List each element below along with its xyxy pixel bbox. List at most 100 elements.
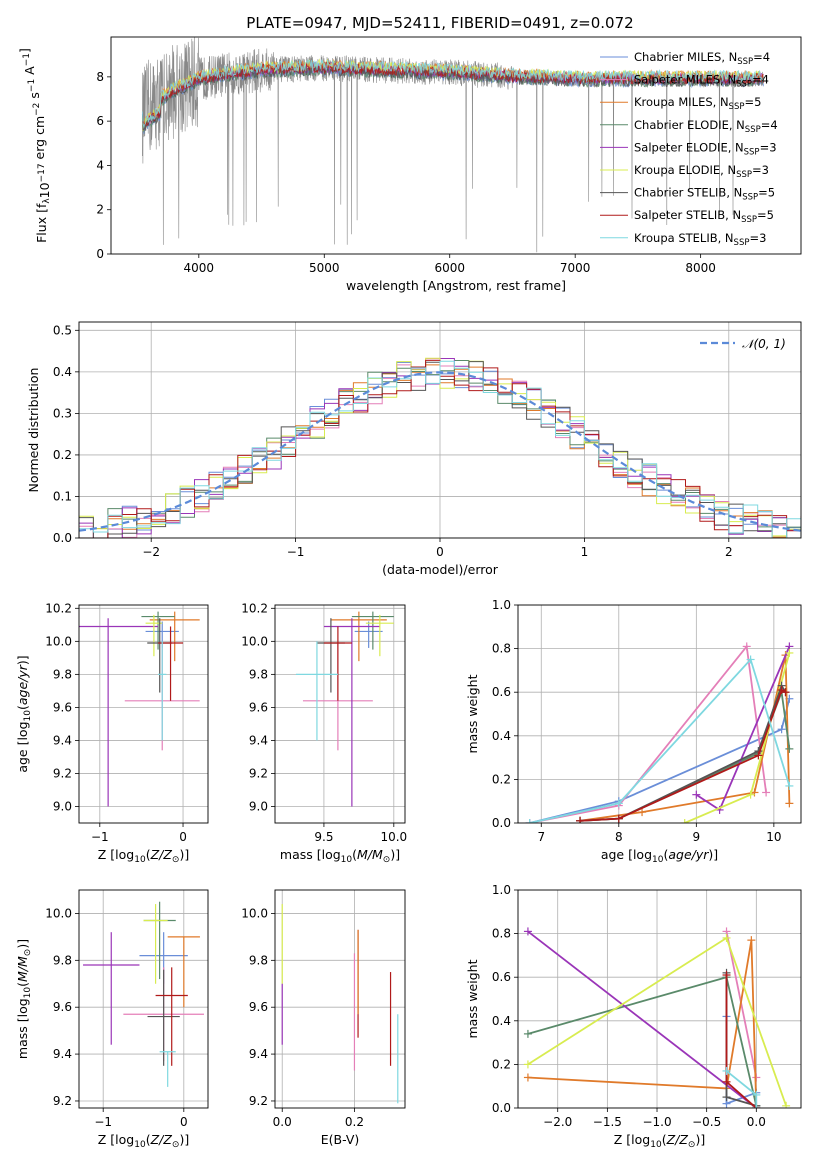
x-tick-label: 10: [766, 830, 781, 844]
panel-spectrum: 4000 5000 6000 7000 8000 0 2 4 6 8 wavelength [Ang…: [17, 36, 802, 293]
x-tick-label: 2: [725, 545, 733, 559]
panel-age_vs_Z: −1 09.09.29.49.69.810.010.2Z [log10(Z/Z⊙)…: [15, 601, 209, 865]
legend-label: Chabrier STELIB, NSSP=5: [634, 186, 775, 203]
weight-line-salpeter_elodie: [695, 646, 791, 812]
x-tick-label: −1.5: [593, 1115, 622, 1129]
y-axis-label-part: )]: [15, 939, 30, 949]
y-axis-label-part: 10: [37, 182, 52, 198]
weight-line-kroupa_miles: [527, 939, 758, 1108]
y-axis-label-part: −1: [22, 53, 32, 66]
x-axis-label-part: Z/Z: [666, 1132, 689, 1147]
y-tick-label: 0.4: [492, 729, 511, 743]
legend-label-part: SSP: [736, 170, 752, 180]
x-axis-label: Z [log10(Z/Z⊙)]: [614, 1132, 705, 1150]
y-tick-label: 9.2: [53, 1094, 72, 1108]
x-tick-label: 5000: [309, 261, 340, 275]
y-tick-label: 10.0: [45, 634, 72, 648]
y-tick-label: 10.2: [241, 601, 268, 615]
y-axis-label-part: 10: [23, 710, 33, 722]
x-axis-label-part: (: [146, 847, 151, 862]
y-tick-label: 9.2: [249, 766, 268, 780]
y-axis-label-part: (: [15, 705, 30, 710]
y-tick-label: 9.6: [53, 700, 72, 714]
axes-frame: [274, 889, 406, 1109]
x-axis-label: mass [log10(M/M⊙)]: [280, 847, 400, 865]
legend-label: Chabrier MILES, NSSP=4: [634, 50, 770, 67]
x-tick-label: 0: [179, 830, 187, 844]
weight-line-kroupa_stelib: [529, 657, 791, 823]
y-axis-label-part: λ: [42, 198, 52, 204]
y-tick-label: 0.6: [492, 970, 511, 984]
y-tick-label: 0.8: [492, 642, 511, 656]
y-axis-label-part: Flux [f: [34, 203, 49, 243]
y-tick-label: 0.4: [53, 365, 72, 379]
y-tick-label: 9.8: [249, 667, 268, 681]
y-tick-label: 9.4: [249, 1047, 268, 1061]
y-tick-label: 10.0: [45, 906, 72, 920]
legend-label: Salpeter STELIB, NSSP=5: [634, 208, 774, 225]
x-tick-label: 9.5: [314, 830, 333, 844]
legend-label-part: =3: [760, 140, 777, 154]
y-tick-label: 10.0: [241, 634, 268, 648]
y-tick-label: 6: [96, 114, 104, 128]
x-axis-label: Z [log10(Z/Z⊙)]: [98, 847, 189, 865]
legend-label-part: =5: [758, 186, 775, 200]
x-axis-label-part: Z/Z: [150, 1132, 173, 1147]
weight-line-chabrier_elodie: [527, 976, 758, 1107]
legend-label: Kroupa ELODIE, NSSP=3: [634, 163, 769, 180]
legend-label-part: Salpeter MILES, N: [634, 73, 736, 87]
legend-label-part: =3: [749, 231, 766, 245]
legend-label-part: Chabrier ELODIE, N: [634, 118, 745, 132]
weight-line-salpeter_miles: [529, 644, 767, 823]
legend-label: Salpeter ELODIE, NSSP=3: [634, 140, 777, 157]
legend-label-gaussian: 𝒩(0, 1): [742, 337, 786, 351]
x-axis-label-part: Z [log: [98, 847, 134, 862]
plot-area-weight_vs_Z: [518, 890, 801, 1108]
x-axis-label-part: )]: [179, 1132, 189, 1147]
x-axis-label: Z [log10(Z/Z⊙)]: [98, 1132, 189, 1150]
x-axis-label-part: Z [log: [98, 1132, 134, 1147]
x-axis-label-part: 10: [341, 855, 353, 865]
y-axis-label-part: s: [27, 92, 42, 103]
legend-label-part: SSP: [744, 147, 760, 157]
gaussian-curve: [79, 371, 801, 532]
x-tick-label: 0.0: [273, 1115, 292, 1129]
x-tick-label: 8000: [685, 261, 716, 275]
x-axis-label-part: ⊙: [172, 1140, 180, 1150]
x-axis-label-part: age [log: [601, 847, 652, 862]
x-tick-label: 1: [581, 545, 589, 559]
legend-label-part: Salpeter STELIB, N: [634, 208, 741, 222]
y-axis-label-part: A: [22, 66, 37, 79]
y-tick-label: 0.0: [53, 531, 72, 545]
axes-frame: [78, 321, 802, 539]
x-axis-label-part: (: [662, 1132, 667, 1147]
spectrum-model-kroupa_stelib: [141, 59, 764, 129]
x-tick-label: 10.0: [380, 830, 407, 844]
y-tick-label: 0.5: [53, 323, 72, 337]
legend-label-part: SSP: [741, 215, 757, 225]
plot-area-mass_vs_Z: [79, 890, 208, 1108]
x-tick-label: 4000: [184, 261, 215, 275]
x-tick-label: 0.2: [345, 1115, 364, 1129]
x-axis-label-part: (: [146, 1132, 151, 1147]
y-tick-label: 0.0: [492, 1101, 511, 1115]
y-tick-label: 0.2: [53, 448, 72, 462]
x-axis-label: E(B-V): [321, 1132, 360, 1147]
x-tick-label: 7: [537, 830, 545, 844]
x-tick-label: −0.5: [692, 1115, 721, 1129]
y-axis-label-part: 10: [23, 987, 33, 999]
x-axis-label-part: )]: [695, 1132, 705, 1147]
x-tick-label: 7000: [560, 261, 591, 275]
axes-frame: [517, 604, 802, 824]
legend-label-part: SSP: [734, 238, 750, 248]
x-axis-label-part: 10: [652, 855, 664, 865]
x-axis-label-part: (: [663, 847, 668, 862]
legend-label-part: Kroupa MILES, N: [634, 95, 729, 109]
plot-area-age_vs_Z: [79, 605, 208, 823]
y-tick-label: 0.3: [53, 406, 72, 420]
legend-label-part: SSP: [742, 193, 758, 203]
x-axis-label-part: ⊙: [688, 1140, 696, 1150]
y-tick-label: 4: [96, 158, 104, 172]
y-tick-label: 9.4: [53, 1047, 72, 1061]
